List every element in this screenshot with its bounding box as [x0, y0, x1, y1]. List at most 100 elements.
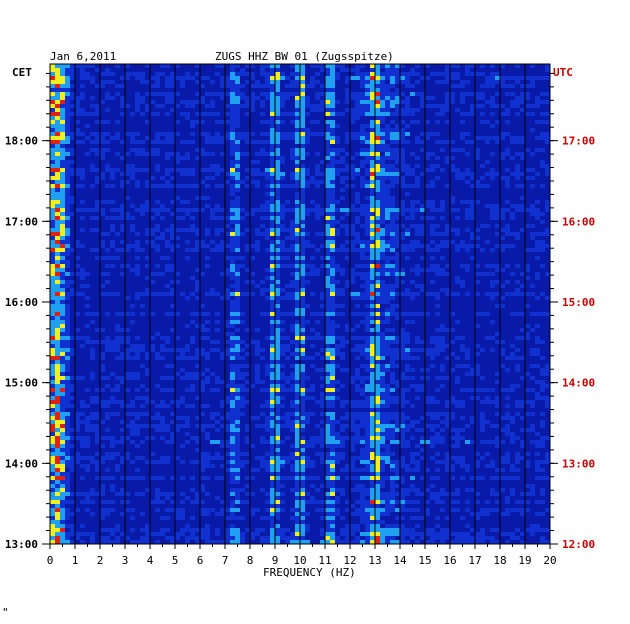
heatmap-cell	[230, 464, 235, 468]
heatmap-cell	[375, 476, 380, 480]
heatmap-cell	[205, 76, 210, 80]
heatmap-cell	[60, 472, 65, 476]
heatmap-cell	[365, 160, 370, 164]
heatmap-cell	[395, 228, 400, 232]
heatmap-cell	[230, 80, 235, 84]
heatmap-cell	[330, 244, 335, 248]
heatmap-cell	[165, 496, 170, 500]
heatmap-cell	[375, 276, 380, 280]
heatmap-cell	[370, 496, 375, 500]
heatmap-cell	[395, 284, 400, 288]
heatmap-cell	[395, 224, 400, 228]
heatmap-cell	[170, 420, 175, 424]
heatmap-cell	[365, 352, 370, 356]
heatmap-cell	[445, 460, 450, 464]
heatmap-cell	[465, 488, 470, 492]
heatmap-cell	[340, 340, 345, 344]
heatmap-cell	[325, 132, 330, 136]
heatmap-cell	[395, 352, 400, 356]
heatmap-cell	[215, 140, 220, 144]
heatmap-cell	[495, 396, 500, 400]
heatmap-cell	[505, 84, 510, 88]
heatmap-cell	[515, 280, 520, 284]
heatmap-cell	[415, 72, 420, 76]
heatmap-cell	[290, 424, 295, 428]
heatmap-cell	[105, 452, 110, 456]
heatmap-cell	[65, 264, 70, 268]
heatmap-cell	[270, 108, 275, 112]
heatmap-cell	[380, 248, 385, 252]
heatmap-cell	[85, 112, 90, 116]
heatmap-cell	[320, 132, 325, 136]
heatmap-cell	[350, 488, 355, 492]
heatmap-cell	[385, 124, 390, 128]
heatmap-cell	[390, 296, 395, 300]
heatmap-cell	[65, 104, 70, 108]
heatmap-cell	[290, 476, 295, 480]
heatmap-cell	[245, 452, 250, 456]
heatmap-cell	[495, 380, 500, 384]
heatmap-cell	[155, 112, 160, 116]
heatmap-cell	[230, 264, 235, 268]
heatmap-cell	[290, 184, 295, 188]
heatmap-cell	[340, 176, 345, 180]
heatmap-cell	[295, 456, 300, 460]
heatmap-cell	[540, 92, 545, 96]
heatmap-cell	[390, 436, 395, 440]
heatmap-cell	[215, 496, 220, 500]
heatmap-cell	[295, 208, 300, 212]
heatmap-cell	[155, 412, 160, 416]
heatmap-cell	[175, 404, 180, 408]
heatmap-cell	[440, 460, 445, 464]
heatmap-cell	[320, 420, 325, 424]
heatmap-cell	[430, 248, 435, 252]
heatmap-cell	[350, 436, 355, 440]
heatmap-cell	[55, 460, 60, 464]
heatmap-cell	[250, 340, 255, 344]
heatmap-cell	[390, 68, 395, 72]
heatmap-cell	[480, 388, 485, 392]
heatmap-cell	[400, 164, 405, 168]
heatmap-cell	[285, 208, 290, 212]
heatmap-cell	[165, 312, 170, 316]
heatmap-cell	[230, 456, 235, 460]
heatmap-cell	[205, 92, 210, 96]
heatmap-cell	[520, 416, 525, 420]
heatmap-cell	[430, 400, 435, 404]
heatmap-cell	[260, 140, 265, 144]
heatmap-cell	[230, 200, 235, 204]
heatmap-cell	[100, 420, 105, 424]
heatmap-cell	[125, 196, 130, 200]
heatmap-cell	[330, 280, 335, 284]
heatmap-cell	[330, 156, 335, 160]
heatmap-cell	[285, 200, 290, 204]
heatmap-cell	[315, 312, 320, 316]
heatmap-cell	[320, 436, 325, 440]
heatmap-cell	[295, 492, 300, 496]
heatmap-cell	[70, 352, 75, 356]
heatmap-cell	[495, 404, 500, 408]
heatmap-cell	[340, 416, 345, 420]
heatmap-cell	[510, 492, 515, 496]
heatmap-cell	[405, 292, 410, 296]
heatmap-cell	[205, 320, 210, 324]
heatmap-cell	[480, 412, 485, 416]
heatmap-cell	[305, 104, 310, 108]
heatmap-cell	[55, 136, 60, 140]
heatmap-cell	[350, 416, 355, 420]
heatmap-cell	[75, 168, 80, 172]
heatmap-cell	[370, 64, 375, 68]
heatmap-cell	[270, 428, 275, 432]
heatmap-cell	[415, 444, 420, 448]
heatmap-cell	[335, 124, 340, 128]
heatmap-cell	[395, 180, 400, 184]
heatmap-cell	[235, 216, 240, 220]
heatmap-cell	[60, 100, 65, 104]
heatmap-cell	[235, 432, 240, 436]
heatmap-cell	[380, 180, 385, 184]
heatmap-cell	[300, 180, 305, 184]
heatmap-cell	[385, 424, 390, 428]
heatmap-cell	[60, 280, 65, 284]
heatmap-cell	[135, 468, 140, 472]
heatmap-cell	[360, 404, 365, 408]
